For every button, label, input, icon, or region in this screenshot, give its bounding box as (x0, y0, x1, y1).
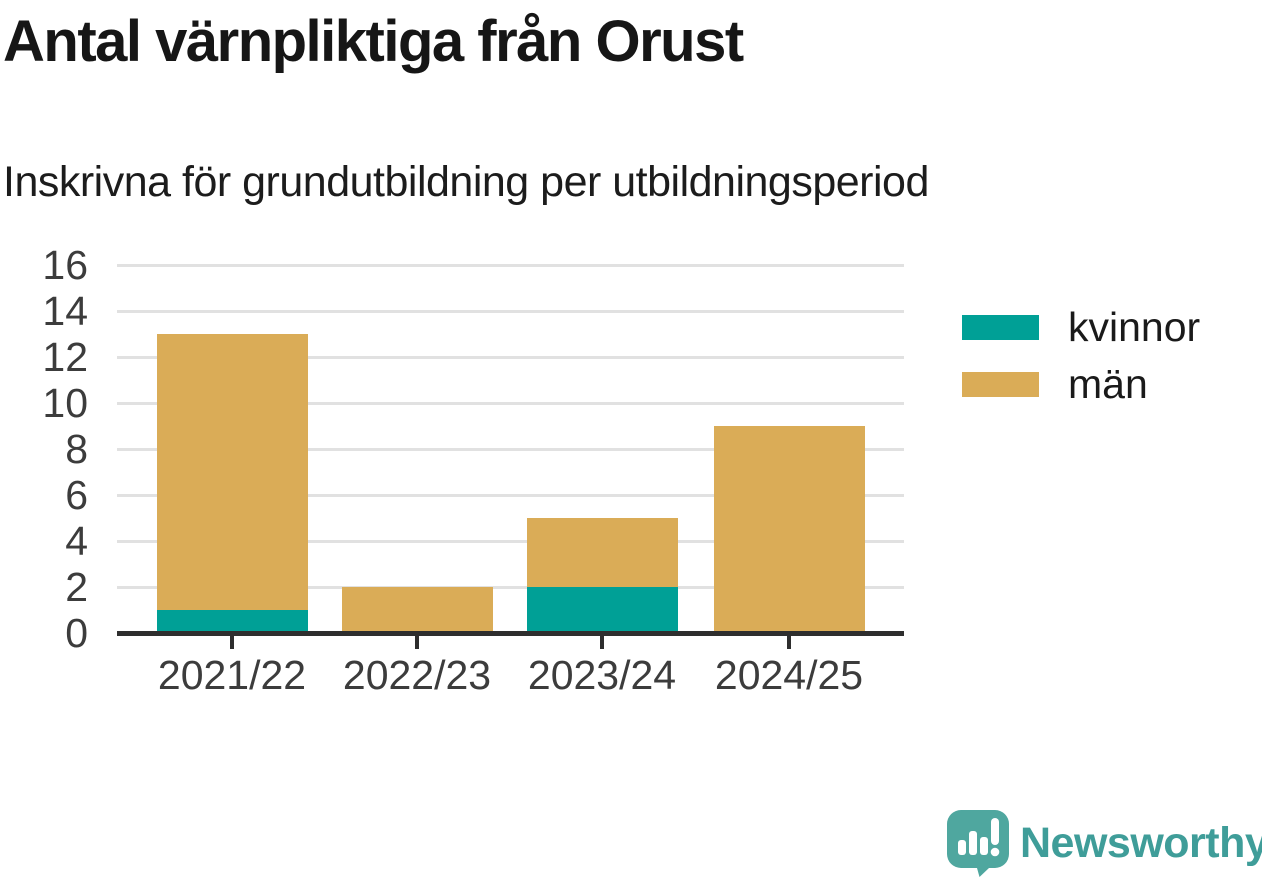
gridline (117, 585, 904, 589)
x-tick-label: 2023/24 (527, 652, 677, 698)
legend-item-kvinnor: kvinnor (962, 304, 1200, 351)
gridline (117, 539, 904, 543)
legend-label-man: män (1068, 361, 1148, 407)
x-tick-label: 2022/23 (342, 652, 492, 698)
x-axis-tick (415, 636, 419, 649)
bar-segment-kvinnor (157, 610, 308, 633)
y-tick-label: 8 (65, 426, 88, 472)
legend-item-man: män (962, 361, 1148, 408)
y-tick-label: 10 (42, 380, 88, 426)
gridline (117, 263, 904, 267)
newsworthy-logo: Newsworthy (946, 809, 1262, 877)
newsworthy-wordmark: Newsworthy (1020, 818, 1262, 867)
gridline (117, 493, 904, 497)
x-tick-label: 2024/25 (714, 652, 864, 698)
y-tick-label: 4 (65, 518, 88, 564)
plot-area (117, 263, 904, 649)
bar-segment-kvinnor (527, 587, 678, 633)
chart-title: Antal värnpliktiga från Orust (3, 9, 744, 74)
chart-subtitle: Inskrivna för grundutbildning per utbild… (3, 158, 929, 206)
newsworthy-icon (947, 810, 1009, 877)
x-axis-tick (230, 636, 234, 649)
x-axis-tick (600, 636, 604, 649)
gridline (117, 447, 904, 451)
gridline (117, 401, 904, 405)
y-tick-label: 12 (42, 334, 88, 380)
y-tick-label: 16 (42, 242, 88, 288)
y-tick-label: 2 (65, 564, 88, 610)
legend-label-kvinnor: kvinnor (1068, 304, 1201, 350)
gridline (117, 309, 904, 313)
y-tick-label: 14 (42, 288, 88, 334)
bar-segment-man (527, 518, 678, 587)
bar-segment-man (342, 587, 493, 633)
bar-segment-man (714, 426, 865, 633)
y-tick-label: 6 (65, 472, 88, 518)
bar-segment-man (157, 334, 308, 610)
x-axis-tick (787, 636, 791, 649)
y-tick-label: 0 (65, 610, 88, 656)
gridline (117, 355, 904, 359)
x-tick-label: 2021/22 (157, 652, 307, 698)
legend-swatch-kvinnor (962, 315, 1039, 340)
x-axis-line (117, 631, 904, 636)
y-axis-labels: 0 2 4 6 8 10 12 14 16 (0, 0, 88, 879)
legend-swatch-man (962, 372, 1039, 397)
